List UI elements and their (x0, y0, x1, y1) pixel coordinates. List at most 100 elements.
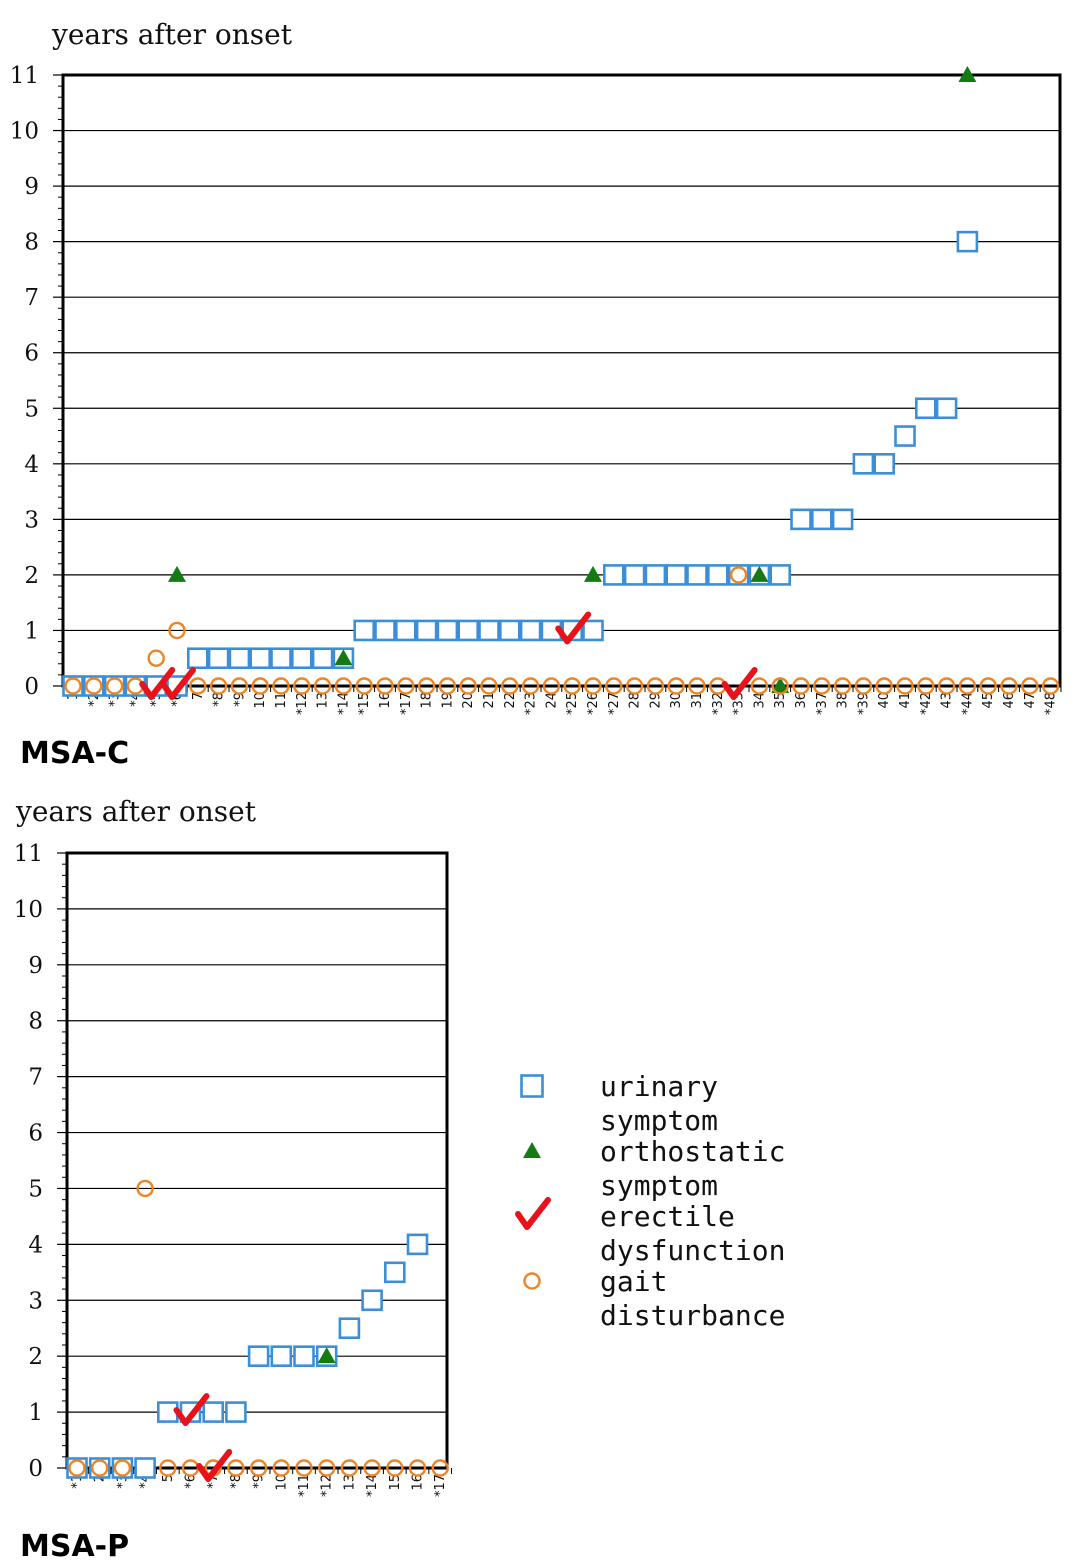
gait-point (113, 1459, 132, 1477)
gait-point (854, 677, 873, 695)
x-tick-label: *48 (1044, 692, 1059, 715)
orthostatic-point (584, 565, 602, 582)
x-tick-label: *6 (184, 1474, 199, 1489)
gait-point (1041, 677, 1060, 695)
gait-point (480, 677, 498, 695)
x-tick-label: *44 (960, 692, 975, 715)
gait-point (501, 677, 519, 695)
x-tick-label: *39 (856, 692, 871, 715)
urinary-point (769, 564, 792, 586)
y-tick-label: 3 (28, 1288, 43, 1314)
legend: urinarysymptomorthostaticsymptomerectile… (515, 1070, 785, 1332)
y-tick-label: 1 (24, 618, 39, 644)
y-tick-label: 1 (28, 1400, 43, 1426)
gait-point (958, 677, 977, 695)
urinary-point (810, 508, 833, 531)
urinary-point (873, 453, 896, 475)
x-tick-label: 41 (898, 692, 913, 709)
urinary-point (582, 619, 604, 642)
gait-point (542, 677, 561, 695)
orthostatic-point (958, 66, 977, 82)
x-tick-label: 22 (503, 692, 518, 709)
urinary-point (790, 508, 812, 531)
y-tick-label: 2 (24, 563, 39, 589)
gait-point (813, 677, 831, 695)
x-tick-label: 35 (773, 692, 788, 709)
gait-point (563, 677, 581, 695)
gait-point (355, 677, 373, 695)
x-tick-label: *8 (229, 1474, 244, 1489)
plot-frame (65, 851, 449, 1470)
legend-label: gait (600, 1265, 667, 1298)
y-axis-ticks: 0 1 2 3 4 5 6 7 8 9 10 11 (14, 841, 67, 1482)
x-tick-label: *26 (586, 692, 601, 715)
urinary-point (361, 1289, 383, 1312)
urinary-point (270, 1345, 293, 1367)
gait-point (85, 677, 103, 695)
y-tick-label: 7 (24, 285, 39, 311)
gait-point (438, 677, 457, 695)
y-tick-label: 6 (24, 341, 39, 367)
y-tick-label: 0 (28, 1456, 43, 1482)
erectile-point (173, 1393, 210, 1427)
x-tick-label: 7 (191, 692, 206, 700)
legend-label: dysfunction (600, 1234, 785, 1267)
gait-point (979, 677, 997, 695)
urinary-point (228, 647, 251, 670)
x-tick-label: 45 (981, 692, 996, 709)
gait-point (105, 677, 124, 695)
y-tick-label: 8 (24, 230, 39, 256)
urinary-point (894, 425, 916, 447)
x-tick-label: 40 (877, 692, 892, 709)
gait-point (68, 1459, 86, 1477)
urinary-point (202, 1401, 224, 1423)
gait-point (136, 1179, 154, 1198)
urinary-point (383, 1261, 406, 1284)
gait-point (459, 677, 477, 695)
urinary-point (394, 619, 417, 642)
gait-point (251, 677, 269, 695)
y-axis-title: years after onset (51, 18, 293, 51)
gait-point (875, 677, 893, 695)
gait-point (159, 1459, 177, 1477)
legend-label: symptom (600, 1169, 718, 1202)
gait-point (584, 677, 602, 695)
x-tick-label: *23 (524, 692, 539, 715)
panel-label: MSA-P (20, 1529, 129, 1564)
circle-icon (523, 1272, 541, 1290)
x-tick-label: 47 (1023, 692, 1038, 709)
legend-label: symptom (600, 1104, 718, 1137)
gait-point (397, 677, 415, 695)
gait-point (363, 1459, 381, 1477)
x-tick-label: *12 (295, 692, 310, 715)
gait-point (833, 677, 852, 695)
gait-point (295, 1459, 313, 1477)
y-axis-ticks: 0 1 2 3 4 5 6 7 8 9 10 11 (10, 63, 63, 700)
orthostatic-point (750, 565, 769, 582)
x-tick-label: 38 (836, 692, 851, 709)
gait-point (376, 677, 394, 695)
x-tick-label: 16 (411, 1474, 426, 1491)
x-tick-label: 13 (342, 1474, 357, 1491)
x-tick-label: *11 (297, 1474, 312, 1497)
x-tick-label: *42 (919, 692, 934, 715)
x-tick-label: *15 (357, 692, 372, 715)
gait-point (688, 677, 706, 695)
grid-lines (63, 129, 1060, 632)
x-tick-label: *9 (232, 692, 247, 707)
gait-point (750, 677, 769, 695)
y-tick-label: 2 (28, 1344, 43, 1370)
x-tick-label: 18 (420, 692, 435, 709)
urinary-point (225, 1401, 247, 1423)
gait-point (340, 1459, 359, 1477)
x-tick-label: 36 (794, 692, 809, 709)
orthostatic-point (168, 565, 186, 582)
x-tick-label: 24 (544, 692, 559, 709)
gait-point (189, 677, 207, 695)
legend-label: orthostatic (600, 1135, 785, 1168)
legend-label: urinary (600, 1070, 718, 1103)
x-tick-label: 31 (690, 692, 705, 709)
gait-point (431, 1459, 449, 1477)
